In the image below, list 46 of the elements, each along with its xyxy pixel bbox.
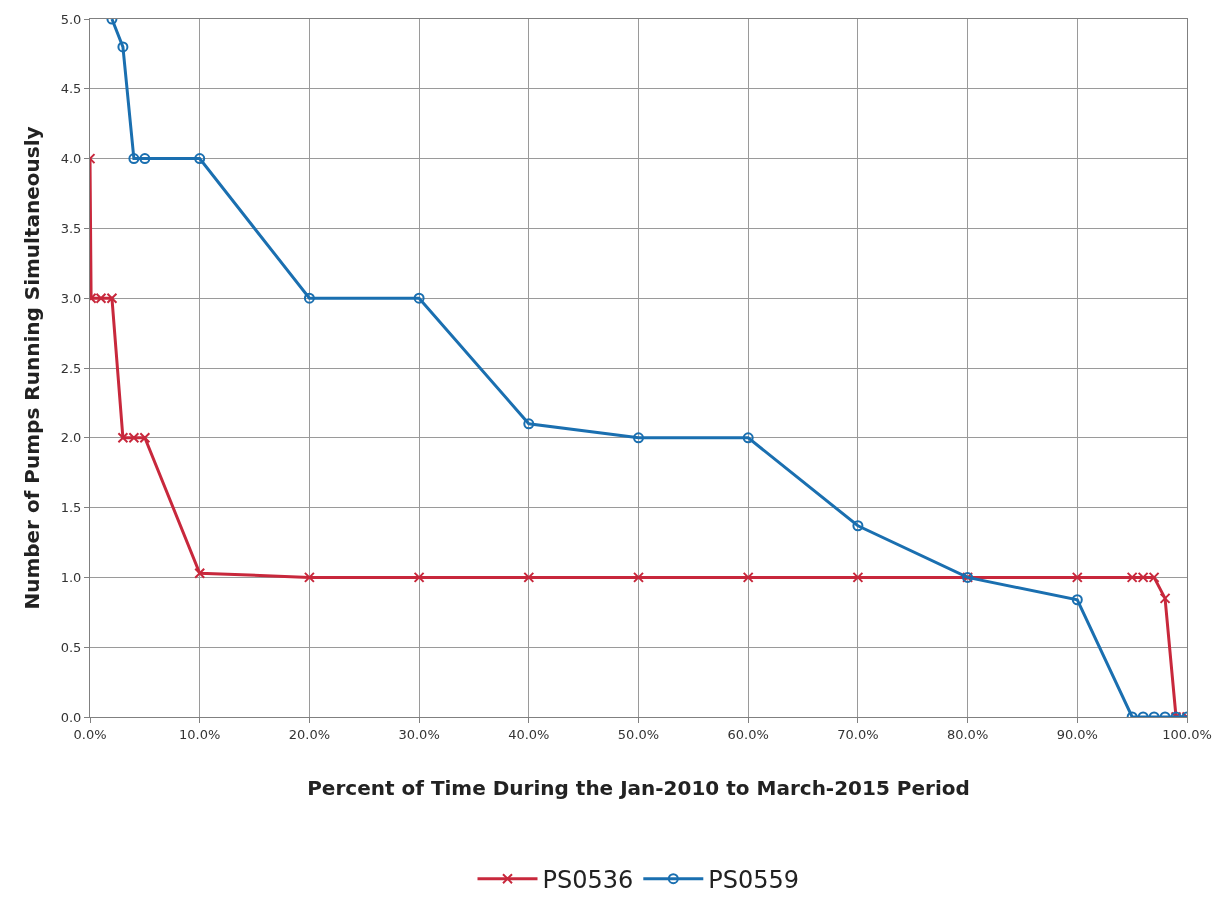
point — [852, 571, 864, 583]
point — [117, 41, 129, 53]
point — [194, 567, 206, 579]
y-tick-label: 0.5 — [60, 639, 82, 655]
x-tick-label: 70.0% — [837, 726, 879, 742]
x-tick-label: 40.0% — [508, 726, 550, 742]
x-tick-label: 0.0% — [73, 726, 107, 742]
x-tick-label: 10.0% — [179, 726, 221, 742]
point — [128, 153, 140, 165]
y-tick-label: 2.5 — [60, 360, 82, 376]
point — [303, 292, 315, 304]
y-tick-label: 3.0 — [60, 290, 82, 306]
x-tick-label: 20.0% — [288, 726, 331, 742]
x-tick-label: 90.0% — [1056, 726, 1098, 742]
point — [139, 153, 151, 165]
y-tick-label: 2.0 — [60, 430, 82, 446]
x-tick-label: 80.0% — [946, 726, 989, 742]
legend-label: PS0559 — [708, 866, 800, 895]
y-axis-title: Number of Pumps Running Simultaneously — [20, 126, 45, 610]
point — [523, 571, 535, 583]
y-tick-label: 4.0 — [60, 151, 82, 167]
point — [742, 432, 754, 444]
point — [1159, 592, 1171, 604]
y-tick-label: 4.5 — [60, 81, 82, 97]
legend-label: PS0536 — [542, 866, 634, 895]
x-axis-title: Percent of Time During the Jan-2010 to March-2015 Period — [307, 776, 970, 801]
point — [523, 418, 535, 430]
x-tick-label: 30.0% — [398, 726, 440, 742]
point — [413, 571, 425, 583]
point — [1071, 571, 1083, 583]
point — [633, 432, 644, 444]
y-tick-label: 1.0 — [60, 569, 82, 585]
point — [413, 292, 425, 304]
y-tick-label: 1.5 — [60, 500, 82, 516]
point — [194, 153, 206, 165]
point — [742, 571, 754, 583]
point — [633, 571, 644, 583]
x-tick-label: 50.0% — [617, 726, 660, 742]
x-tick-label: 100.0% — [1162, 726, 1212, 742]
y-tick-label: 3.5 — [60, 220, 82, 236]
point — [303, 571, 315, 583]
y-tick-label: 5.0 — [60, 11, 82, 27]
point — [852, 520, 864, 532]
point — [1071, 594, 1083, 606]
x-tick-label: 60.0% — [727, 726, 769, 742]
y-tick-label: 0.0 — [60, 709, 82, 725]
